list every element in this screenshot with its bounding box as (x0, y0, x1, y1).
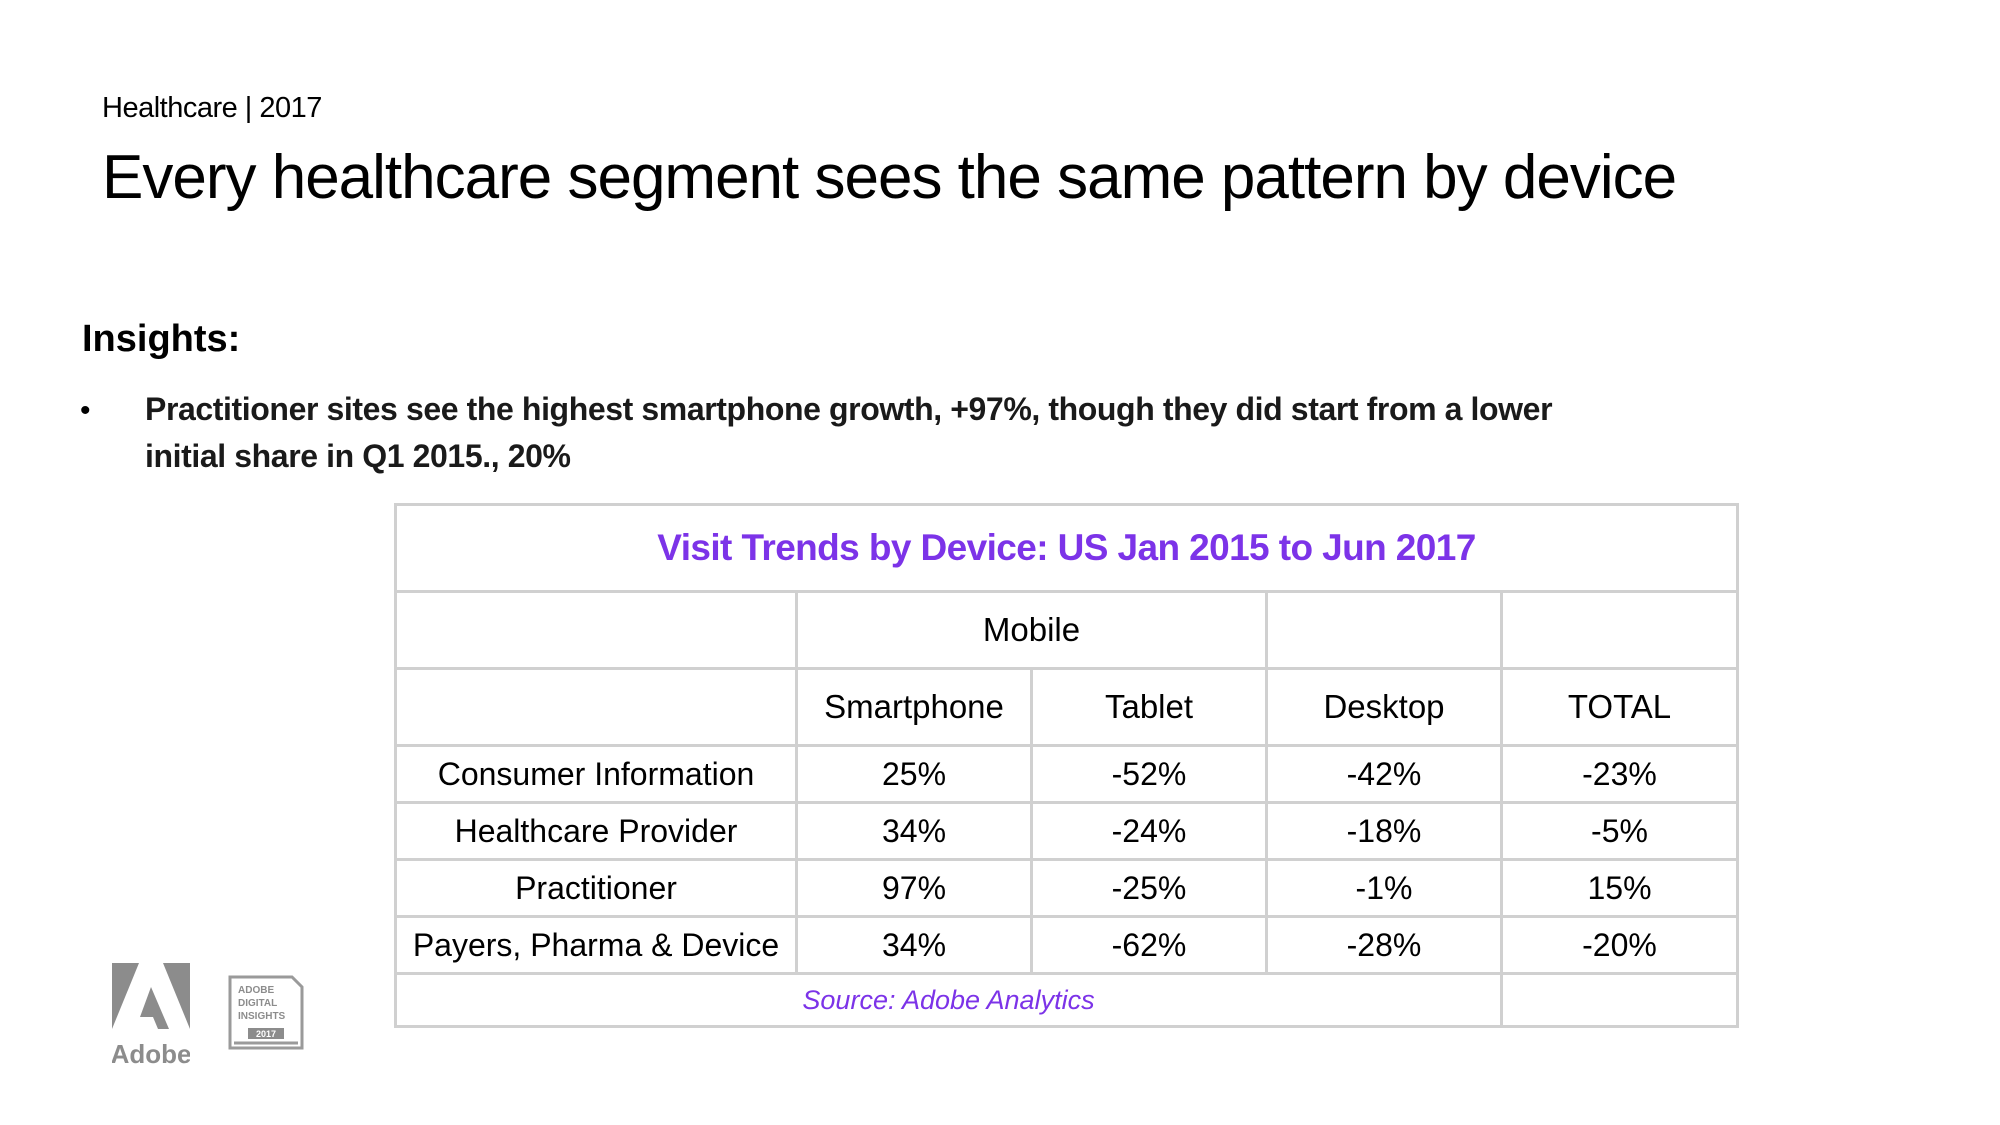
cell-desktop: -18% (1265, 801, 1503, 861)
badge-year-bar (248, 1028, 284, 1039)
page-eyebrow: Healthcare | 2017 (102, 92, 322, 124)
cell-smartphone: 34% (795, 915, 1033, 975)
column-header-tablet: Tablet (1030, 667, 1268, 747)
badge-line-1: ADOBE (238, 985, 274, 996)
table-row: Healthcare Provider 34% -24% -18% -5% (394, 801, 1739, 861)
column-header-total: TOTAL (1500, 667, 1739, 747)
cell-tablet: -62% (1030, 915, 1268, 975)
cell-smartphone: 25% (795, 744, 1033, 804)
row-label: Healthcare Provider (394, 801, 798, 861)
source-cell: Source: Adobe Analytics (394, 972, 1503, 1028)
column-header-smartphone: Smartphone (795, 667, 1033, 747)
cell-total: -5% (1500, 801, 1739, 861)
badge-line-2: DIGITAL (238, 998, 277, 1009)
badge-year: 2017 (256, 1029, 276, 1039)
visit-trends-table: Visit Trends by Device: US Jan 2015 to J… (394, 503, 1739, 1028)
table-row: Payers, Pharma & Device 34% -62% -28% -2… (394, 915, 1739, 975)
page-title: Every healthcare segment sees the same p… (102, 143, 1677, 212)
empty-header-cell (1265, 590, 1503, 670)
cell-desktop: -42% (1265, 744, 1503, 804)
empty-header-cell (394, 590, 798, 670)
mobile-group-header: Mobile (795, 590, 1268, 670)
table-caption-cell: Visit Trends by Device: US Jan 2015 to J… (394, 503, 1739, 593)
adobe-wordmark: Adobe (112, 1039, 190, 1069)
badge-line-3: INSIGHTS (238, 1011, 286, 1022)
row-label: Consumer Information (394, 744, 798, 804)
cell-tablet: -25% (1030, 858, 1268, 918)
group-header-row: Mobile (394, 590, 1739, 670)
cell-total: -23% (1500, 744, 1739, 804)
cell-desktop: -28% (1265, 915, 1503, 975)
digital-insights-badge: ADOBE DIGITAL INSIGHTS 2017 (228, 975, 304, 1050)
empty-source-cell (1500, 972, 1739, 1028)
table-caption-row: Visit Trends by Device: US Jan 2015 to J… (394, 503, 1739, 593)
table-row: Practitioner 97% -25% -1% 15% (394, 858, 1739, 918)
insights-heading: Insights: (82, 318, 241, 360)
adobe-logo-right-shape (163, 963, 190, 1029)
cell-desktop: -1% (1265, 858, 1503, 918)
cell-tablet: -24% (1030, 801, 1268, 861)
row-label: Payers, Pharma & Device (394, 915, 798, 975)
adobe-logo-center-shape (140, 987, 169, 1029)
source-note: Source: Adobe Analytics (802, 984, 1095, 1015)
cell-total: 15% (1500, 858, 1739, 918)
empty-header-cell (394, 667, 798, 747)
empty-header-cell (1500, 590, 1739, 670)
column-header-desktop: Desktop (1265, 667, 1503, 747)
row-label: Practitioner (394, 858, 798, 918)
column-header-row: Smartphone Tablet Desktop TOTAL (394, 667, 1739, 747)
cell-smartphone: 34% (795, 801, 1033, 861)
cell-tablet: -52% (1030, 744, 1268, 804)
table-caption: Visit Trends by Device: US Jan 2015 to J… (657, 527, 1476, 568)
insight-bullet: Practitioner sites see the highest smart… (145, 391, 1553, 474)
source-row: Source: Adobe Analytics (394, 972, 1739, 1028)
table-row: Consumer Information 25% -52% -42% -23% (394, 744, 1739, 804)
cell-total: -20% (1500, 915, 1739, 975)
cell-smartphone: 97% (795, 858, 1033, 918)
bullet-marker: • (80, 394, 91, 427)
adobe-logo-left-shape (112, 963, 139, 1029)
adobe-logo: Adobe (112, 963, 190, 1069)
